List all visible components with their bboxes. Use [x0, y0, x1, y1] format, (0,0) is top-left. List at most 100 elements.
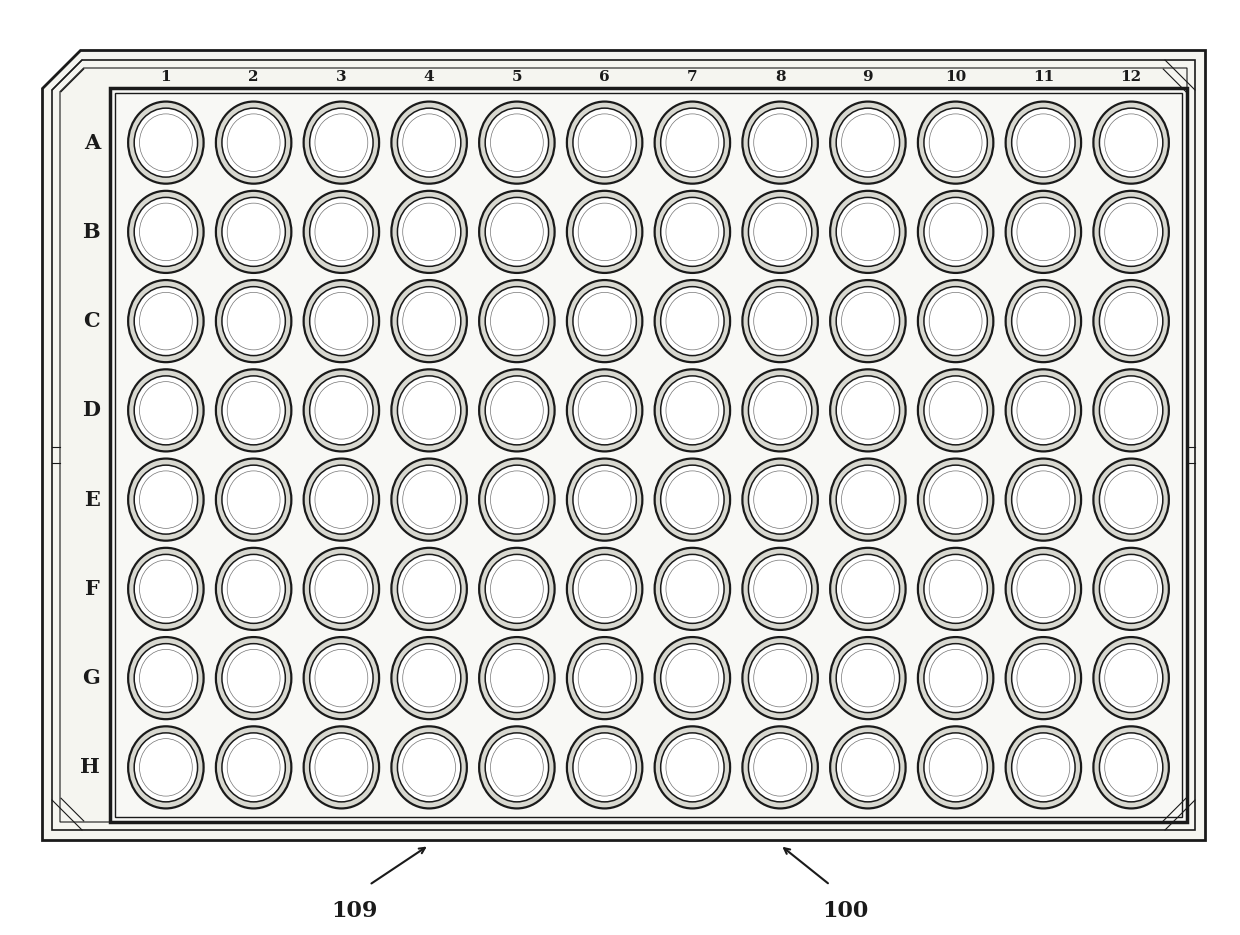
Ellipse shape	[924, 643, 987, 712]
Ellipse shape	[128, 726, 203, 809]
Ellipse shape	[304, 102, 379, 183]
Ellipse shape	[310, 554, 373, 624]
Ellipse shape	[1006, 458, 1081, 540]
Text: 9: 9	[863, 70, 873, 84]
Ellipse shape	[1006, 191, 1081, 273]
Ellipse shape	[666, 471, 719, 528]
Ellipse shape	[310, 465, 373, 534]
Ellipse shape	[216, 191, 291, 273]
Ellipse shape	[918, 458, 993, 540]
Ellipse shape	[567, 548, 642, 630]
Ellipse shape	[1006, 548, 1081, 630]
Ellipse shape	[403, 739, 455, 796]
Text: 3: 3	[336, 70, 347, 84]
Ellipse shape	[1012, 465, 1075, 534]
Ellipse shape	[1105, 650, 1157, 707]
Ellipse shape	[1105, 739, 1157, 796]
Ellipse shape	[573, 287, 636, 355]
Ellipse shape	[1017, 739, 1070, 796]
Ellipse shape	[929, 471, 982, 528]
Ellipse shape	[227, 739, 280, 796]
Text: 11: 11	[1033, 70, 1054, 84]
Ellipse shape	[1006, 369, 1081, 452]
Ellipse shape	[227, 203, 280, 261]
Ellipse shape	[924, 733, 987, 802]
Ellipse shape	[655, 102, 730, 183]
Ellipse shape	[749, 733, 812, 802]
Ellipse shape	[1094, 369, 1169, 452]
Text: 100: 100	[822, 900, 868, 922]
Ellipse shape	[754, 114, 806, 171]
Ellipse shape	[491, 650, 543, 707]
Ellipse shape	[567, 191, 642, 273]
Ellipse shape	[655, 191, 730, 273]
Ellipse shape	[227, 650, 280, 707]
Ellipse shape	[222, 376, 285, 445]
Ellipse shape	[666, 381, 719, 439]
Ellipse shape	[1012, 643, 1075, 712]
Ellipse shape	[661, 108, 724, 177]
Ellipse shape	[754, 560, 806, 618]
Ellipse shape	[403, 203, 455, 261]
Ellipse shape	[403, 293, 455, 350]
Ellipse shape	[304, 280, 379, 362]
Ellipse shape	[924, 554, 987, 624]
Ellipse shape	[830, 458, 905, 540]
Ellipse shape	[491, 739, 543, 796]
Ellipse shape	[392, 637, 466, 719]
Ellipse shape	[830, 369, 905, 452]
Ellipse shape	[216, 637, 291, 719]
Ellipse shape	[485, 733, 548, 802]
Ellipse shape	[392, 102, 466, 183]
Ellipse shape	[1100, 108, 1163, 177]
Ellipse shape	[578, 381, 631, 439]
Ellipse shape	[830, 637, 905, 719]
Text: H: H	[81, 757, 100, 777]
Ellipse shape	[1006, 637, 1081, 719]
Ellipse shape	[403, 381, 455, 439]
Ellipse shape	[491, 471, 543, 528]
Ellipse shape	[398, 465, 461, 534]
Ellipse shape	[479, 458, 554, 540]
Text: 8: 8	[775, 70, 785, 84]
Ellipse shape	[134, 733, 197, 802]
Ellipse shape	[842, 381, 894, 439]
Ellipse shape	[655, 458, 730, 540]
Ellipse shape	[749, 376, 812, 445]
Ellipse shape	[1012, 287, 1075, 355]
Ellipse shape	[1105, 560, 1157, 618]
Ellipse shape	[398, 376, 461, 445]
Ellipse shape	[216, 458, 291, 540]
Text: 2: 2	[248, 70, 259, 84]
Ellipse shape	[479, 637, 554, 719]
Ellipse shape	[836, 733, 899, 802]
Ellipse shape	[1094, 458, 1169, 540]
Ellipse shape	[479, 102, 554, 183]
Ellipse shape	[567, 637, 642, 719]
Ellipse shape	[842, 471, 894, 528]
Ellipse shape	[661, 287, 724, 355]
Ellipse shape	[754, 471, 806, 528]
Ellipse shape	[567, 458, 642, 540]
Ellipse shape	[128, 458, 203, 540]
Ellipse shape	[1012, 733, 1075, 802]
Ellipse shape	[743, 637, 818, 719]
Ellipse shape	[918, 191, 993, 273]
Ellipse shape	[918, 548, 993, 630]
Ellipse shape	[227, 114, 280, 171]
Ellipse shape	[924, 108, 987, 177]
Ellipse shape	[403, 560, 455, 618]
Ellipse shape	[830, 548, 905, 630]
Ellipse shape	[222, 554, 285, 624]
Ellipse shape	[398, 197, 461, 266]
Ellipse shape	[1012, 376, 1075, 445]
Ellipse shape	[573, 643, 636, 712]
Ellipse shape	[227, 381, 280, 439]
Ellipse shape	[655, 369, 730, 452]
Ellipse shape	[134, 197, 197, 266]
Ellipse shape	[1017, 293, 1070, 350]
Ellipse shape	[139, 739, 192, 796]
Text: 109: 109	[331, 900, 377, 922]
Ellipse shape	[842, 650, 894, 707]
Ellipse shape	[485, 554, 548, 624]
